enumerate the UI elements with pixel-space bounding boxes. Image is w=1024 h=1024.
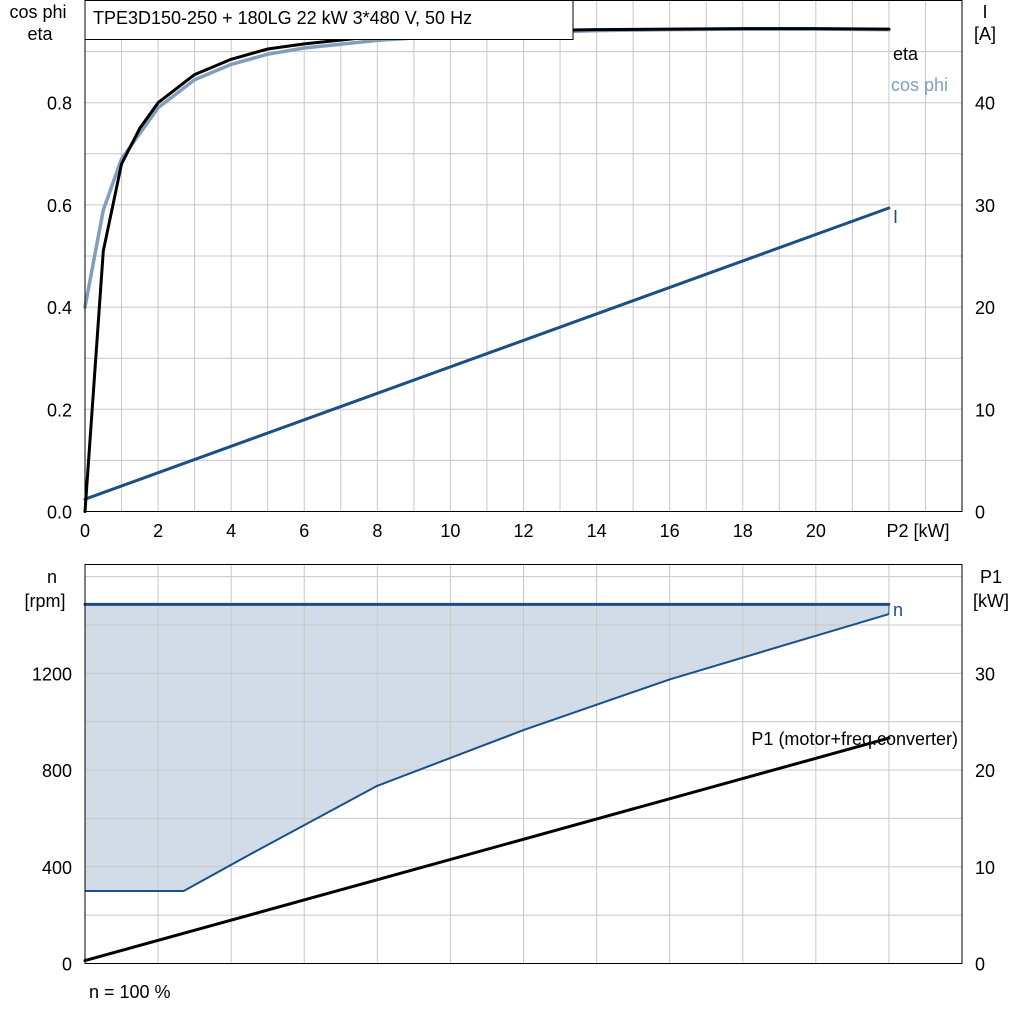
series-label-speed: n — [893, 600, 903, 620]
bottom-series-layer — [83, 602, 891, 963]
x-tick-label: 12 — [513, 521, 533, 541]
y-right-tick-label: 0 — [975, 503, 985, 523]
y-right-tick-label: 20 — [975, 298, 995, 318]
y-left-tick-label: 0 — [62, 955, 72, 975]
y-left-tick-label: 400 — [42, 858, 72, 878]
top-tick-labels: 0 2 4 6 8 10 12 14 16 18 20 0.0 0.2 0.4 0.6 0.8 0 10 20 30 4… — [47, 94, 995, 541]
speed-power-panel: n [rpm] P1 [kW] 0 400 800 1200 0 10 20 30 n P1 … — [24, 564, 1009, 1002]
y-right-tick-label: 10 — [975, 858, 995, 878]
y-right-title-line1-bottom: P1 — [980, 567, 1002, 587]
y-left-tick-label: 1200 — [32, 664, 72, 684]
y-right-tick-label: 10 — [975, 400, 995, 420]
bottom-plot-frame — [84, 564, 963, 964]
y-right-tick-label: 30 — [975, 664, 995, 684]
y-right-title-line2-bottom: [kW] — [973, 591, 1009, 611]
bottom-tick-labels: 0 400 800 1200 0 10 20 30 — [32, 664, 995, 974]
y-left-tick-label: 0.2 — [47, 400, 72, 420]
y-left-tick-label: 0.4 — [47, 298, 72, 318]
series-label-cos-phi: cos phi — [891, 75, 948, 95]
series-line-p1-motor-freq-converter — [83, 736, 891, 963]
x-tick-label: 0 — [80, 521, 90, 541]
speed-band-lower-edge — [85, 613, 890, 892]
bottom-grid — [85, 564, 962, 964]
series-line-i — [83, 206, 891, 501]
y-left-title-line1-bottom: n — [47, 567, 57, 587]
x-tick-label: 4 — [226, 521, 236, 541]
x-tick-label: 10 — [440, 521, 460, 541]
speed-note: n = 100 % — [89, 982, 171, 1002]
series-label-eta: eta — [893, 44, 919, 64]
efficiency-current-panel: TPE3D150-250 + 180LG 22 kW 3*480 V, 50 H… — [9, 0, 996, 541]
y-right-title-line2: [A] — [974, 24, 996, 44]
x-tick-label: 2 — [153, 521, 163, 541]
speed-band-layer — [85, 604, 889, 891]
y-right-tick-label: 30 — [975, 196, 995, 216]
series-line-eta — [83, 27, 891, 513]
y-right-tick-label: 20 — [975, 761, 995, 781]
x-tick-label: 8 — [372, 521, 382, 541]
y-left-title-line1: cos phi — [9, 2, 66, 22]
x-tick-label: 6 — [299, 521, 309, 541]
y-left-tick-label: 800 — [42, 761, 72, 781]
series-label-current: I — [893, 207, 898, 227]
speed-range-fill — [85, 604, 889, 891]
y-left-tick-label: 0.6 — [47, 196, 72, 216]
x-tick-label: 14 — [587, 521, 607, 541]
top-grid — [85, 0, 962, 512]
y-left-title-line2: eta — [27, 24, 53, 44]
y-right-tick-label: 0 — [975, 955, 985, 975]
y-left-title-line2-bottom: [rpm] — [24, 591, 65, 611]
y-right-tick-label: 40 — [975, 94, 995, 114]
y-right-title-line1: I — [982, 2, 987, 22]
y-left-tick-label: 0.8 — [47, 94, 72, 114]
y-left-tick-label: 0.0 — [47, 503, 72, 523]
x-tick-label: 16 — [660, 521, 680, 541]
x-axis-title: P2 [kW] — [886, 521, 949, 541]
x-tick-label: 18 — [733, 521, 753, 541]
chart-title-box — [84, 0, 574, 40]
chart-title: TPE3D150-250 + 180LG 22 kW 3*480 V, 50 H… — [93, 8, 472, 28]
series-label-p1: P1 (motor+freq.converter) — [751, 729, 958, 749]
top-series-layer — [83, 27, 891, 513]
x-tick-label: 20 — [806, 521, 826, 541]
